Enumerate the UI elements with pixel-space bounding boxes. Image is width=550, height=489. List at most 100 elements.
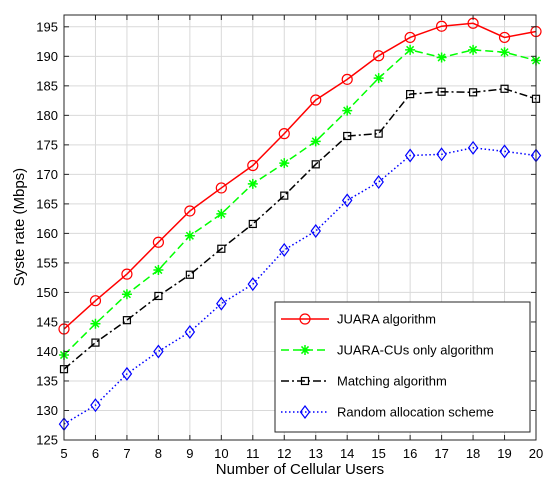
x-tick-label: 13 — [308, 446, 322, 461]
data-point — [154, 291, 163, 301]
series-layer — [58, 17, 542, 432]
y-tick-label: 125 — [36, 433, 58, 448]
legend-label: JUARA-CUs only algorithm — [337, 343, 494, 358]
legend-marker — [300, 345, 310, 355]
data-point — [279, 158, 290, 169]
data-point — [247, 277, 259, 292]
legend-marker — [300, 376, 310, 386]
y-tick-label: 180 — [36, 108, 58, 123]
data-point — [437, 87, 446, 96]
data-point — [373, 50, 385, 62]
data-point — [279, 242, 290, 257]
x-tick-label: 16 — [403, 446, 417, 461]
y-axis-label: Syste rate (Mbps) — [11, 168, 28, 286]
data-point — [184, 324, 196, 339]
y-tick-label: 145 — [36, 314, 58, 329]
ticks: 5 6 7 8 9 10 11 12 13 14 15 16 17 18 19 20 125 130 135 140 1… — [36, 15, 543, 461]
data-point — [216, 208, 227, 219]
x-tick-label: 10 — [214, 446, 228, 461]
data-point — [468, 88, 478, 97]
x-tick-label: 17 — [434, 446, 448, 461]
legend-item: Matching algorithm — [281, 374, 447, 389]
plot-frame — [63, 14, 537, 441]
data-point — [153, 265, 164, 275]
y-tick-label: 195 — [36, 19, 58, 34]
data-point — [90, 398, 101, 413]
data-point — [121, 366, 133, 381]
x-tick-label: 12 — [277, 446, 291, 461]
x-tick-label: 6 — [92, 446, 99, 461]
data-point — [216, 296, 227, 311]
data-point — [278, 128, 290, 140]
legend-label: JUARA algorithm — [337, 312, 436, 327]
x-tick-label: 9 — [186, 446, 193, 461]
data-point — [341, 73, 353, 85]
data-point — [373, 175, 384, 190]
y-tick-label: 175 — [36, 137, 58, 152]
data-point — [91, 338, 100, 347]
data-point — [280, 191, 289, 200]
data-point — [247, 159, 259, 172]
data-point — [436, 147, 447, 162]
data-point — [405, 44, 416, 55]
x-tick-label: 18 — [466, 446, 480, 461]
data-point — [184, 230, 195, 241]
data-point — [499, 144, 510, 159]
series-2 — [59, 44, 541, 360]
data-point — [89, 295, 102, 307]
y-tick-label: 135 — [36, 373, 58, 388]
data-point — [152, 236, 164, 248]
series-1 — [58, 17, 542, 335]
legend: JUARA algorithm JUARA-CUs only algorithm M… — [274, 301, 531, 433]
series-line — [63, 88, 537, 370]
x-tick-label: 7 — [123, 446, 130, 461]
y-tick-label: 130 — [36, 403, 58, 418]
y-tick-label: 150 — [36, 285, 58, 300]
data-point — [311, 160, 320, 169]
data-point — [184, 205, 196, 217]
y-tick-label: 140 — [36, 344, 58, 359]
data-point — [217, 244, 226, 253]
series-3 — [59, 84, 541, 374]
y-tick-label: 160 — [36, 226, 58, 241]
x-axis-label: Number of Cellular Users — [216, 461, 384, 478]
data-point — [121, 268, 133, 280]
x-tick-label: 8 — [155, 446, 162, 461]
data-point — [374, 129, 383, 138]
x-tick-label: 5 — [60, 446, 67, 461]
legend-label: Random allocation scheme — [337, 405, 494, 420]
data-point — [310, 136, 321, 147]
legend-box — [274, 301, 531, 433]
data-point — [248, 219, 257, 229]
x-tick-label: 11 — [246, 446, 260, 461]
data-point — [404, 148, 416, 163]
legend-label: Matching algorithm — [337, 374, 447, 389]
series-line — [63, 49, 537, 356]
x-tick-label: 19 — [497, 446, 511, 461]
data-point — [468, 44, 479, 55]
data-point — [406, 89, 415, 99]
legend-item: Random allocation scheme — [281, 405, 494, 420]
data-point — [247, 178, 258, 189]
data-point — [500, 84, 509, 93]
data-point — [341, 193, 353, 208]
legend-item: JUARA algorithm — [281, 312, 436, 327]
data-point — [373, 73, 384, 84]
data-point — [310, 224, 321, 239]
data-point — [185, 270, 194, 279]
data-point — [310, 94, 322, 106]
x-tick-label: 14 — [340, 446, 354, 461]
legend-item: JUARA-CUs only algorithm — [281, 343, 494, 358]
data-point — [121, 289, 132, 300]
data-point — [436, 52, 447, 63]
y-tick-label: 190 — [36, 49, 58, 64]
data-point — [215, 182, 227, 194]
data-point — [153, 344, 164, 359]
data-point — [122, 316, 132, 325]
y-tick-label: 165 — [36, 196, 58, 211]
y-tick-label: 170 — [36, 167, 58, 182]
data-point — [343, 131, 352, 141]
series-line — [63, 147, 537, 425]
series-line — [63, 22, 537, 330]
data-point — [342, 105, 353, 116]
